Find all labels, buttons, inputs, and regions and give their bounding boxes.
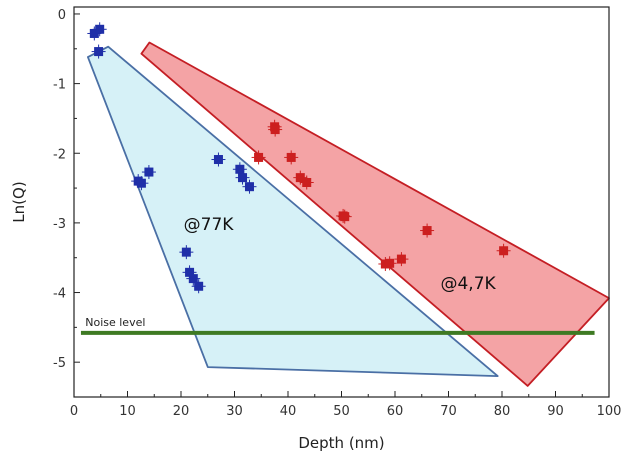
y-tick-label: -1: [53, 78, 66, 93]
data-point-2-5: [295, 173, 305, 183]
data-point-1-13: [238, 173, 248, 183]
data-point-1-8: [185, 267, 195, 277]
y-tick-label: -5: [53, 356, 66, 371]
y-tick-label: 0: [58, 8, 66, 23]
x-tick-label: 0: [70, 404, 78, 419]
data-point-2-13: [499, 246, 509, 256]
data-point-1-5: [136, 178, 146, 188]
data-point-2-8: [340, 212, 350, 222]
data-point-1-12: [235, 164, 245, 174]
x-tick-label: 30: [226, 404, 243, 419]
data-point-1-1: [89, 28, 99, 38]
data-point-1-10: [194, 281, 204, 291]
x-tick-label: 20: [173, 404, 190, 419]
data-point-1-3: [94, 47, 104, 57]
y-tick-label: -2: [53, 147, 66, 162]
y-tick-label: -3: [53, 217, 66, 232]
data-point-2-12: [422, 226, 432, 236]
region-label-77k: @77K: [184, 215, 235, 235]
x-tick-label: 60: [387, 404, 404, 419]
data-point-1-6: [144, 167, 154, 177]
region-label-4-7k: @4,7K: [440, 274, 496, 294]
shaded-regions: [87, 41, 610, 387]
y-tick-label: -4: [53, 287, 66, 302]
data-point-1-14: [244, 182, 254, 192]
x-tick-label: 10: [119, 404, 136, 419]
data-point-2-3: [270, 125, 280, 135]
data-point-1-11: [213, 155, 223, 165]
data-point-1-7: [181, 247, 191, 257]
x-tick-label: 100: [597, 404, 622, 419]
x-tick-label: 80: [494, 404, 511, 419]
data-points: [87, 22, 511, 294]
data-point-2-4: [286, 152, 296, 162]
x-tick-label: 70: [440, 404, 457, 419]
data-point-1-2: [95, 24, 105, 34]
x-tick-label: 50: [333, 404, 350, 419]
data-point-1-9: [188, 274, 198, 284]
data-point-2-11: [396, 254, 406, 264]
data-point-2-6: [302, 178, 312, 187]
noise-level-label: Noise level: [85, 316, 145, 329]
x-tick-label: 90: [547, 404, 564, 419]
axes: 0 10 20 30 40 50 60 70 80 90 100 0 -1 -2 -3 -4 -5: [53, 6, 622, 419]
x-tick-label: 40: [280, 404, 297, 419]
x-axis-title: Depth (nm): [298, 434, 384, 452]
labels: Depth (nm) Ln(Q) @77K @4,7K Noise level: [10, 181, 497, 452]
y-axis-title: Ln(Q): [10, 181, 28, 222]
data-point-2-1: [254, 152, 264, 162]
data-point-2-10: [385, 258, 395, 268]
